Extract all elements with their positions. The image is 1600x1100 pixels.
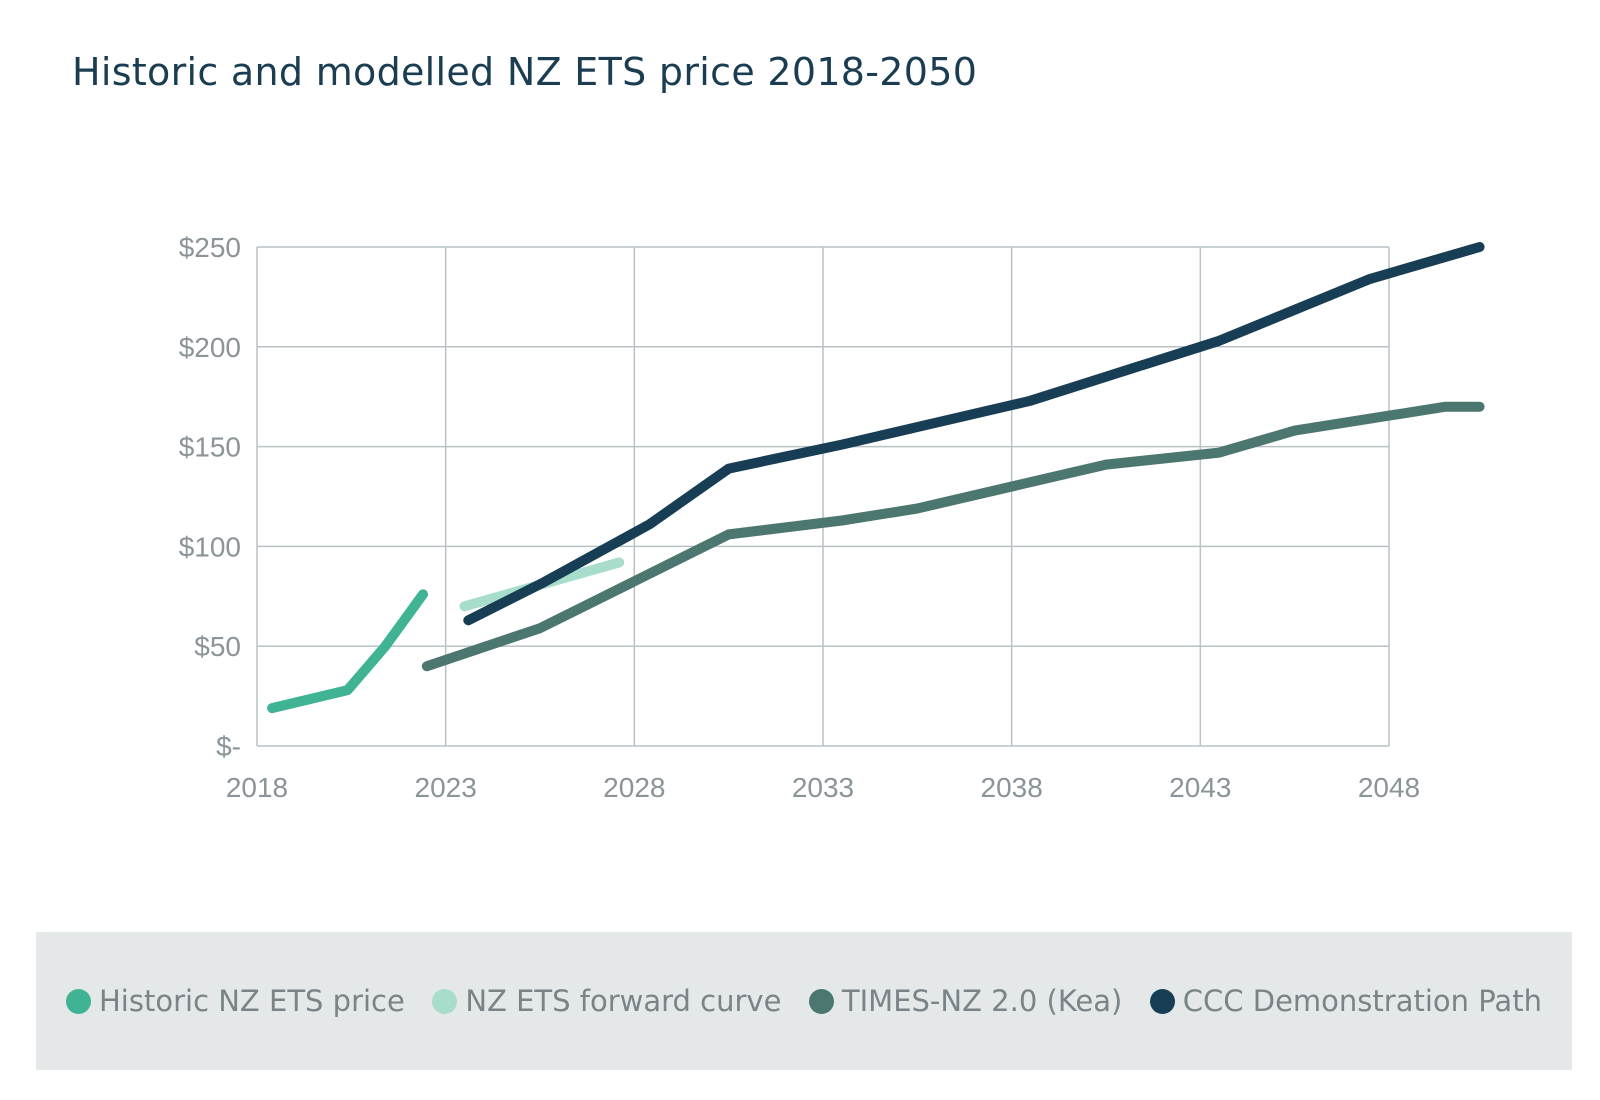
y-tick-label: $100 bbox=[179, 531, 241, 562]
chart-series bbox=[267, 242, 1485, 714]
legend-item: Historic NZ ETS price bbox=[66, 984, 405, 1018]
legend-item: TIMES-NZ 2.0 (Kea) bbox=[808, 984, 1123, 1018]
series-line-historic-nz-ets-price bbox=[267, 589, 428, 714]
y-axis-ticks: $- $50 $100 $150 $200 $250 bbox=[179, 232, 241, 762]
legend-label: TIMES-NZ 2.0 (Kea) bbox=[841, 984, 1123, 1018]
legend-label: Historic NZ ETS price bbox=[99, 984, 405, 1018]
y-tick-label: $150 bbox=[179, 432, 241, 463]
y-tick-label: $200 bbox=[179, 332, 241, 363]
series-line-ccc-demonstration-path bbox=[463, 242, 1485, 626]
legend-item: NZ ETS forward curve bbox=[432, 984, 781, 1018]
x-tick-label: 2018 bbox=[226, 772, 288, 803]
x-axis-ticks: 2018 2023 2028 2033 2038 2043 2048 bbox=[226, 772, 1420, 803]
y-tick-label: $- bbox=[216, 731, 241, 762]
legend-swatch bbox=[1149, 988, 1175, 1014]
legend-label: CCC Demonstration Path bbox=[1182, 984, 1542, 1018]
series-line-times-nz-2-0-kea bbox=[421, 401, 1485, 672]
x-tick-label: 2038 bbox=[981, 772, 1043, 803]
legend-label: NZ ETS forward curve bbox=[465, 984, 782, 1018]
chart-title: Historic and modelled NZ ETS price 2018-… bbox=[72, 50, 978, 94]
legend-swatch bbox=[432, 988, 458, 1014]
chart-legend: Historic NZ ETS price NZ ETS forward curv… bbox=[36, 932, 1572, 1070]
x-tick-label: 2048 bbox=[1358, 772, 1420, 803]
x-tick-label: 2033 bbox=[792, 772, 854, 803]
y-tick-label: $250 bbox=[179, 232, 241, 263]
y-tick-label: $50 bbox=[194, 631, 241, 662]
x-tick-label: 2028 bbox=[603, 772, 665, 803]
legend-swatch bbox=[808, 988, 834, 1014]
x-tick-label: 2023 bbox=[415, 772, 477, 803]
line-chart: $-$50$100$150$200$250 2018 2023 2028 2033 20… bbox=[179, 232, 1485, 803]
x-tick-label: 2043 bbox=[1169, 772, 1231, 803]
legend-item: CCC Demonstration Path bbox=[1149, 984, 1542, 1018]
legend-swatch bbox=[66, 988, 91, 1014]
chart-grid bbox=[256, 246, 1390, 747]
